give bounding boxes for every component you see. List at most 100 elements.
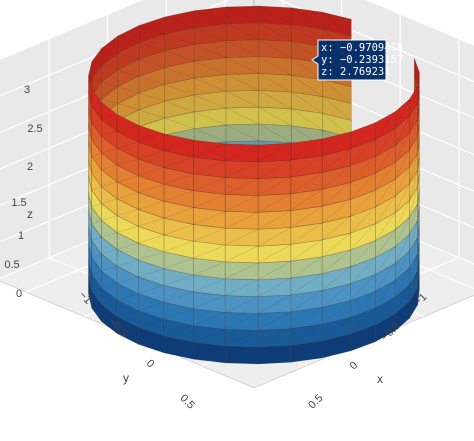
mesh-edge (225, 144, 259, 162)
mesh-edge (395, 233, 410, 264)
mesh-edge (91, 61, 102, 66)
mesh-edge (101, 316, 118, 322)
mesh-edge (138, 285, 165, 294)
mesh-edge (375, 296, 396, 326)
z-tick-label: 1 (18, 230, 24, 242)
mesh-edge (290, 307, 323, 329)
mesh-edge (290, 239, 323, 262)
mesh-edge (117, 35, 139, 43)
mesh-edge (164, 291, 194, 303)
mesh-edge (91, 220, 102, 225)
mesh-edge (375, 178, 396, 208)
mesh-edge (117, 293, 139, 301)
mesh-edge (409, 237, 418, 268)
mesh-edge (117, 124, 139, 132)
mesh-edge (91, 118, 102, 124)
mesh-edge (322, 12, 352, 37)
mesh-edge (91, 287, 102, 292)
mesh-edge (409, 102, 418, 133)
mesh-edge (138, 150, 165, 160)
mesh-edge (225, 245, 259, 263)
mesh-edge (375, 162, 396, 191)
mesh-edge (417, 274, 420, 305)
mesh-edge (321, 199, 351, 224)
mesh-edge (375, 145, 396, 174)
mesh-edge (91, 169, 102, 174)
mesh-edge (395, 183, 410, 213)
mesh-edge (258, 106, 292, 126)
mesh-edge (375, 279, 396, 309)
mesh-edge (193, 345, 226, 360)
mesh-edge (225, 91, 259, 108)
mesh-edge (350, 122, 376, 149)
mesh-edge (164, 241, 194, 252)
mesh-edge (138, 318, 165, 328)
mesh-edge (417, 122, 420, 154)
mesh-edge (321, 249, 351, 274)
mesh-edge (375, 313, 396, 342)
mesh-edge (225, 57, 259, 74)
mesh-edge (258, 5, 292, 25)
mesh-edge (101, 265, 118, 272)
mesh-edge (88, 88, 92, 93)
mesh-edge (193, 261, 226, 276)
mesh-edge (193, 312, 226, 326)
mesh-edge (321, 165, 351, 190)
mesh-edge (164, 224, 194, 236)
mesh-edge (395, 250, 410, 281)
mesh-edge (138, 59, 165, 68)
y-tick-label: 0 (144, 357, 157, 370)
mesh-edge (350, 206, 376, 234)
mesh-edge (117, 69, 139, 77)
mesh-edge (417, 223, 420, 255)
mesh-edge (88, 206, 92, 211)
mesh-edge (350, 156, 376, 183)
mesh-edge (417, 189, 420, 221)
mesh-edge (88, 122, 92, 127)
mesh-edge (321, 333, 351, 359)
mesh-edge (409, 203, 418, 235)
mesh-edge (193, 211, 226, 225)
mesh-edge (138, 25, 165, 35)
mesh-edge (375, 246, 396, 275)
mesh-front-wall (88, 71, 420, 365)
mesh-edge (194, 111, 227, 126)
mesh-edge (225, 178, 259, 195)
hover-y-value: y: −0.2393157 (321, 54, 403, 66)
mesh-edge (395, 149, 410, 180)
mesh-edge (350, 324, 376, 352)
mesh-edge (375, 263, 396, 292)
mesh-edge (88, 240, 92, 244)
mesh-edge (164, 117, 195, 129)
z-tick-label: 2.5 (27, 123, 42, 135)
mesh-edge (164, 257, 194, 269)
mesh-edge (225, 313, 259, 330)
mesh-face (322, 11, 352, 37)
mesh-edge (194, 61, 227, 75)
mesh-edge (409, 169, 418, 201)
z-tick-label: 1.5 (11, 197, 26, 209)
mesh-edge (164, 173, 194, 185)
mesh-edge (290, 189, 323, 211)
mesh-edge (395, 217, 410, 247)
mesh-edge (225, 330, 259, 347)
hover-tooltip: x: −0.9709418 y: −0.2393157 z: 2.769231 (311, 39, 403, 81)
y-axis-title: y (123, 371, 129, 385)
mesh-edge (291, 74, 323, 97)
mesh-edge (101, 181, 118, 187)
mesh-edge (321, 182, 351, 207)
mesh-edge (138, 234, 165, 244)
mesh-edge (164, 325, 194, 337)
mesh-edge (164, 342, 194, 354)
mesh-edge (164, 16, 195, 28)
mesh-edge (88, 274, 92, 278)
mesh-edge (138, 167, 165, 176)
mesh-edge (225, 296, 259, 313)
mesh-edge (395, 267, 410, 298)
mesh-edge (117, 209, 139, 216)
mesh-edge (164, 156, 194, 168)
mesh-edge (91, 78, 102, 83)
mesh-edge (290, 340, 323, 363)
mesh-edge (417, 105, 420, 137)
